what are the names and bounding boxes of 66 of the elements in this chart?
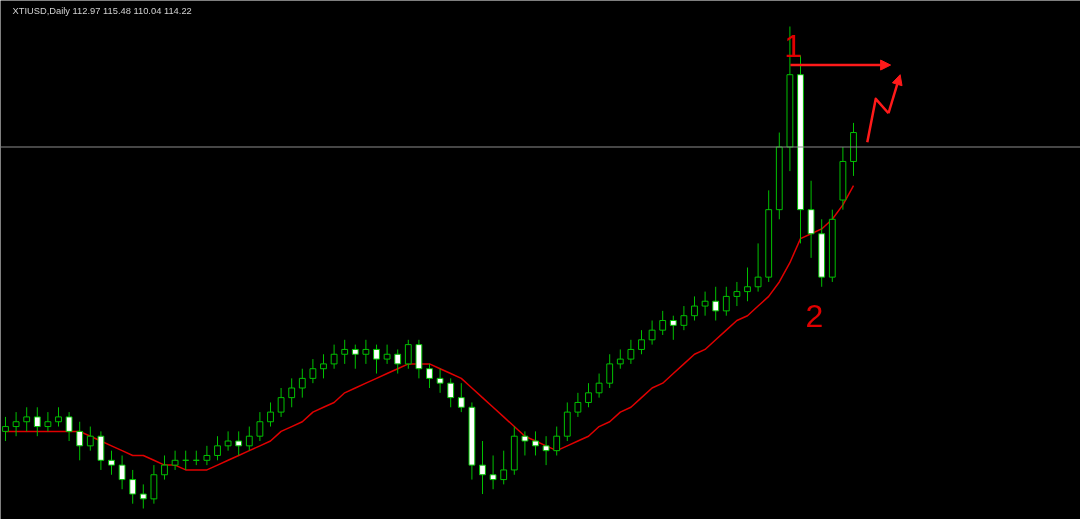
candlestick <box>214 435 221 461</box>
candlestick <box>383 344 391 365</box>
candlestick <box>595 373 603 399</box>
candlestick <box>542 435 550 466</box>
candlestick <box>320 353 327 379</box>
candlestick <box>267 401 274 428</box>
candlestick <box>139 483 147 509</box>
candlestick <box>65 411 73 442</box>
candlestick <box>309 358 317 384</box>
candlestick <box>638 329 645 355</box>
candlestick <box>256 411 264 442</box>
candlestick <box>648 320 656 346</box>
annotation: 1 <box>784 27 802 64</box>
candlestick <box>553 426 561 456</box>
candlestick <box>479 440 486 495</box>
candlestick <box>659 310 667 336</box>
candlestick <box>616 348 624 370</box>
candlestick <box>129 469 137 505</box>
candlestick <box>691 295 698 322</box>
candlestick <box>245 426 253 452</box>
candlestick <box>86 426 94 452</box>
candlestick <box>669 315 677 341</box>
candlestick <box>277 387 285 418</box>
candlestick <box>489 454 497 490</box>
candlestick <box>394 348 402 375</box>
annotation: 2 <box>805 297 824 334</box>
candlestick <box>33 406 41 437</box>
candlestick <box>606 353 614 389</box>
candlestick <box>351 344 359 370</box>
candlestick <box>754 242 762 293</box>
candlestick <box>108 450 115 476</box>
candlestick <box>341 339 349 365</box>
candlestick <box>288 377 296 408</box>
candlestick <box>76 421 84 461</box>
candlestick <box>447 377 455 408</box>
candlestick <box>532 430 539 456</box>
candlestick <box>118 454 126 490</box>
candlestick <box>722 286 730 317</box>
candlestick <box>235 430 243 456</box>
candlestick <box>203 445 211 466</box>
candlestick <box>298 368 306 399</box>
candlestick <box>627 339 635 365</box>
candlestick <box>55 406 62 428</box>
candlestick <box>712 286 720 322</box>
candlestick <box>521 430 529 456</box>
candlestick <box>12 411 20 437</box>
candlestick <box>171 450 179 471</box>
candlestick <box>330 344 338 370</box>
candlestick <box>680 305 688 331</box>
candlestick <box>701 291 709 317</box>
candlestick <box>574 392 582 418</box>
candlestick <box>500 450 508 485</box>
candlestick <box>224 430 232 452</box>
candlestick <box>161 454 168 481</box>
candlestick <box>457 382 465 413</box>
candlestick <box>373 344 380 375</box>
candlestick <box>585 382 592 408</box>
chart-title: XTIUSD,Daily 112.97 115.48 110.04 114.22 <box>12 5 192 16</box>
candlestick <box>23 406 31 432</box>
candlestick <box>404 339 412 370</box>
candlestick <box>44 411 52 432</box>
candlestick <box>362 339 370 365</box>
candlestick <box>744 267 751 302</box>
candlestick <box>733 281 741 307</box>
candlestick <box>426 363 433 389</box>
candlestick <box>436 368 444 394</box>
